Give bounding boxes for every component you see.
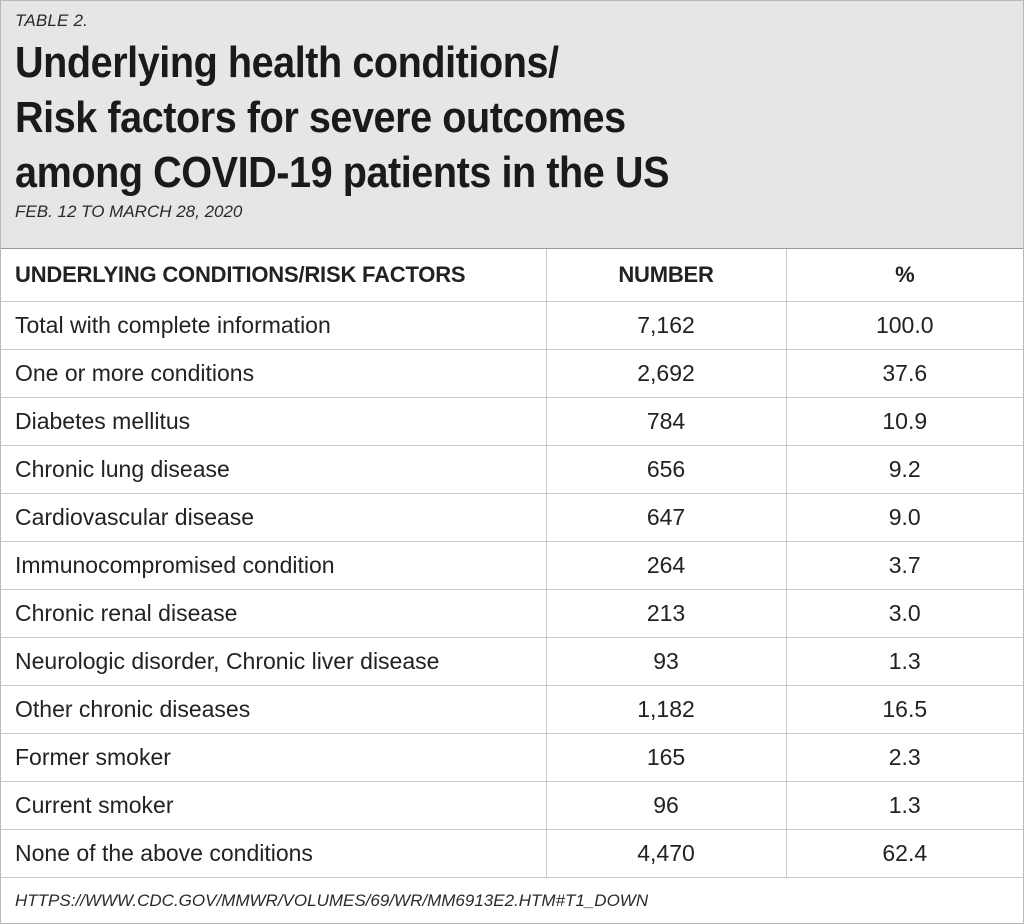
table-row: None of the above conditions 4,470 62.4 bbox=[1, 829, 1023, 878]
percent-cell: 3.0 bbox=[785, 589, 1023, 638]
condition-cell: Cardiovascular disease bbox=[1, 493, 546, 542]
condition-cell: Former smoker bbox=[1, 733, 546, 782]
column-header-conditions: UNDERLYING CONDITIONS/RISK FACTORS bbox=[1, 249, 546, 302]
title-line: among COVID-19 patients in the US bbox=[15, 148, 670, 197]
number-cell: 93 bbox=[545, 637, 786, 686]
percent-cell: 62.4 bbox=[785, 829, 1023, 878]
number-cell: 2,692 bbox=[545, 349, 786, 398]
percent-cell: 37.6 bbox=[785, 349, 1023, 398]
table-row: Immunocompromised condition 264 3.7 bbox=[1, 541, 1023, 590]
number-cell: 1,182 bbox=[545, 685, 786, 734]
table-row: Total with complete information 7,162 10… bbox=[1, 301, 1023, 350]
table-row: Neurologic disorder, Chronic liver disea… bbox=[1, 637, 1023, 686]
percent-cell: 3.7 bbox=[785, 541, 1023, 590]
title-line: Underlying health conditions/ bbox=[15, 38, 559, 87]
condition-cell: Current smoker bbox=[1, 781, 546, 830]
condition-cell: Chronic renal disease bbox=[1, 589, 546, 638]
source-footer: HTTPS://WWW.CDC.GOV/MMWR/VOLUMES/69/WR/M… bbox=[1, 879, 1023, 923]
table-row: Diabetes mellitus 784 10.9 bbox=[1, 397, 1023, 446]
percent-cell: 9.0 bbox=[785, 493, 1023, 542]
condition-cell: Other chronic diseases bbox=[1, 685, 546, 734]
number-cell: 213 bbox=[545, 589, 786, 638]
number-cell: 4,470 bbox=[545, 829, 786, 878]
source-url: HTTPS://WWW.CDC.GOV/MMWR/VOLUMES/69/WR/M… bbox=[15, 891, 649, 910]
number-cell: 656 bbox=[545, 445, 786, 494]
number-cell: 96 bbox=[545, 781, 786, 830]
percent-cell: 1.3 bbox=[785, 637, 1023, 686]
condition-cell: None of the above conditions bbox=[1, 829, 546, 878]
condition-cell: Diabetes mellitus bbox=[1, 397, 546, 446]
number-cell: 647 bbox=[545, 493, 786, 542]
table-row: Former smoker 165 2.3 bbox=[1, 733, 1023, 782]
table-row: Chronic renal disease 213 3.0 bbox=[1, 589, 1023, 638]
condition-cell: Total with complete information bbox=[1, 301, 546, 350]
column-header-row: UNDERLYING CONDITIONS/RISK FACTORS NUMBE… bbox=[1, 249, 1023, 302]
table-row: Current smoker 96 1.3 bbox=[1, 781, 1023, 830]
column-header-percent: % bbox=[785, 249, 1023, 302]
condition-cell: Immunocompromised condition bbox=[1, 541, 546, 590]
table-row: Cardiovascular disease 647 9.0 bbox=[1, 493, 1023, 542]
title-line: Risk factors for severe outcomes bbox=[15, 93, 626, 142]
number-cell: 165 bbox=[545, 733, 786, 782]
percent-cell: 100.0 bbox=[785, 301, 1023, 350]
conditions-table: UNDERLYING CONDITIONS/RISK FACTORS NUMBE… bbox=[1, 249, 1023, 878]
percent-cell: 1.3 bbox=[785, 781, 1023, 830]
table-row: Other chronic diseases 1,182 16.5 bbox=[1, 685, 1023, 734]
percent-cell: 9.2 bbox=[785, 445, 1023, 494]
table-header: TABLE 2. Underlying health conditions/ R… bbox=[1, 1, 1023, 249]
number-cell: 7,162 bbox=[545, 301, 786, 350]
percent-cell: 16.5 bbox=[785, 685, 1023, 734]
condition-cell: Neurologic disorder, Chronic liver disea… bbox=[1, 637, 546, 686]
number-cell: 264 bbox=[545, 541, 786, 590]
date-range-subtitle: FEB. 12 TO MARCH 28, 2020 bbox=[15, 202, 243, 221]
table-row: Chronic lung disease 656 9.2 bbox=[1, 445, 1023, 494]
percent-cell: 10.9 bbox=[785, 397, 1023, 446]
table-row: One or more conditions 2,692 37.6 bbox=[1, 349, 1023, 398]
number-cell: 784 bbox=[545, 397, 786, 446]
percent-cell: 2.3 bbox=[785, 733, 1023, 782]
condition-cell: Chronic lung disease bbox=[1, 445, 546, 494]
table-number-label: TABLE 2. bbox=[15, 11, 89, 30]
table-title: Underlying health conditions/ Risk facto… bbox=[15, 35, 780, 200]
condition-cell: One or more conditions bbox=[1, 349, 546, 398]
column-header-number: NUMBER bbox=[545, 249, 786, 302]
